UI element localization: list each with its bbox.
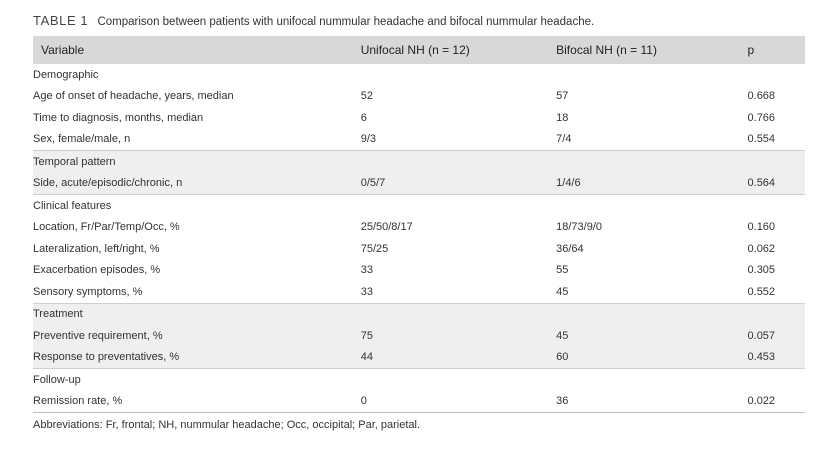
cell-bifocal: 36 [556,390,748,413]
cell-p: 0.668 [747,90,776,103]
section-row: Temporal pattern [33,150,805,173]
cell-p: 0.160 [747,221,776,234]
row-label: Preventive requirement, % [33,325,361,347]
cell-bifocal: 7/4 [556,128,748,151]
cell-unifocal: 44 [360,346,557,369]
row-label: Sex, female/male, n [33,128,361,151]
section-follow-up: Follow-up [33,373,81,386]
table-caption: TABLE 1 Comparison between patients with… [33,13,594,28]
cell-unifocal: 9/3 [360,128,557,151]
cell-p: 0.564 [747,172,805,195]
section-row: Clinical features [33,195,805,217]
row-label: Side, acute/episodic/chronic, n [33,172,361,195]
cell-bifocal: 60 [556,346,748,369]
table-row: Location, Fr/Par/Temp/Occ, % 25/50/8/17 … [33,217,805,239]
section-clinical-features: Clinical features [33,199,112,212]
row-label: Location, Fr/Par/Temp/Occ, % [33,221,180,234]
header-unifocal: Unifocal NH (n = 12) [360,36,557,64]
cell-p: 0.022 [747,390,805,413]
cell-p: 0.766 [747,111,776,124]
cell-bifocal: 45 [556,281,748,304]
row-label: Time to diagnosis, months, median [33,111,204,124]
table-label: TABLE 1 [33,13,89,28]
cell-bifocal: 18/73/9/0 [556,221,603,234]
table-row: Side, acute/episodic/chronic, n 0/5/7 1/… [33,172,805,195]
cell-bifocal: 55 [556,264,569,277]
cell-bifocal: 36/64 [556,242,584,255]
cell-bifocal: 18 [556,111,569,124]
cell-unifocal: 0/5/7 [360,172,557,195]
table-row: Age of onset of headache, years, median … [33,86,805,108]
section-row: Treatment [33,303,805,325]
row-label: Age of onset of headache, years, median [33,90,234,103]
table-row: Sex, female/male, n 9/3 7/4 0.554 [33,128,805,151]
cell-unifocal: 75 [360,325,557,347]
table-row: Sensory symptoms, % 33 45 0.552 [33,281,805,304]
cell-unifocal: 25/50/8/17 [360,221,413,234]
cell-unifocal: 6 [360,111,367,124]
cell-unifocal: 33 [360,264,373,277]
row-label: Exacerbation episodes, % [33,264,161,277]
cell-p: 0.554 [747,128,805,151]
table-title: Comparison between patients with unifoca… [97,16,595,28]
section-row: Demographic [33,64,805,86]
section-treatment: Treatment [33,303,805,325]
cell-unifocal: 33 [360,281,557,304]
cell-unifocal: 75/25 [360,242,389,255]
table-row: Time to diagnosis, months, median 6 18 0… [33,107,805,129]
cell-p: 0.057 [747,325,805,347]
table-row: Exacerbation episodes, % 33 55 0.305 [33,260,805,282]
row-label: Remission rate, % [33,390,361,413]
section-row: Follow-up [33,369,805,391]
cell-unifocal: 0 [360,390,557,413]
cell-bifocal: 57 [556,90,569,103]
cell-unifocal: 52 [360,90,373,103]
cell-bifocal: 45 [556,325,748,347]
cell-bifocal: 1/4/6 [556,172,748,195]
row-label: Sensory symptoms, % [33,281,361,304]
section-demographic: Demographic [33,68,99,81]
header-row: Variable Unifocal NH (n = 12) Bifocal NH… [33,36,805,64]
table-footnote: Abbreviations: Fr, frontal; NH, nummular… [33,419,421,431]
cell-p: 0.062 [747,242,776,255]
table-row: Remission rate, % 0 36 0.022 [33,390,805,413]
cell-p: 0.552 [747,281,805,304]
table-row: Preventive requirement, % 75 45 0.057 [33,325,805,347]
row-label: Response to preventatives, % [33,346,361,369]
header-variable: Variable [33,36,361,64]
row-label: Lateralization, left/right, % [33,242,160,255]
header-bifocal: Bifocal NH (n = 11) [556,36,748,64]
table-row: Response to preventatives, % 44 60 0.453 [33,346,805,369]
header-p: p [747,36,805,64]
section-temporal-pattern: Temporal pattern [33,150,805,173]
table-row: Lateralization, left/right, % 75/25 36/6… [33,238,805,260]
comparison-table: Variable Unifocal NH (n = 12) Bifocal NH… [33,36,805,413]
cell-p: 0.453 [747,346,805,369]
cell-p: 0.305 [747,264,776,277]
